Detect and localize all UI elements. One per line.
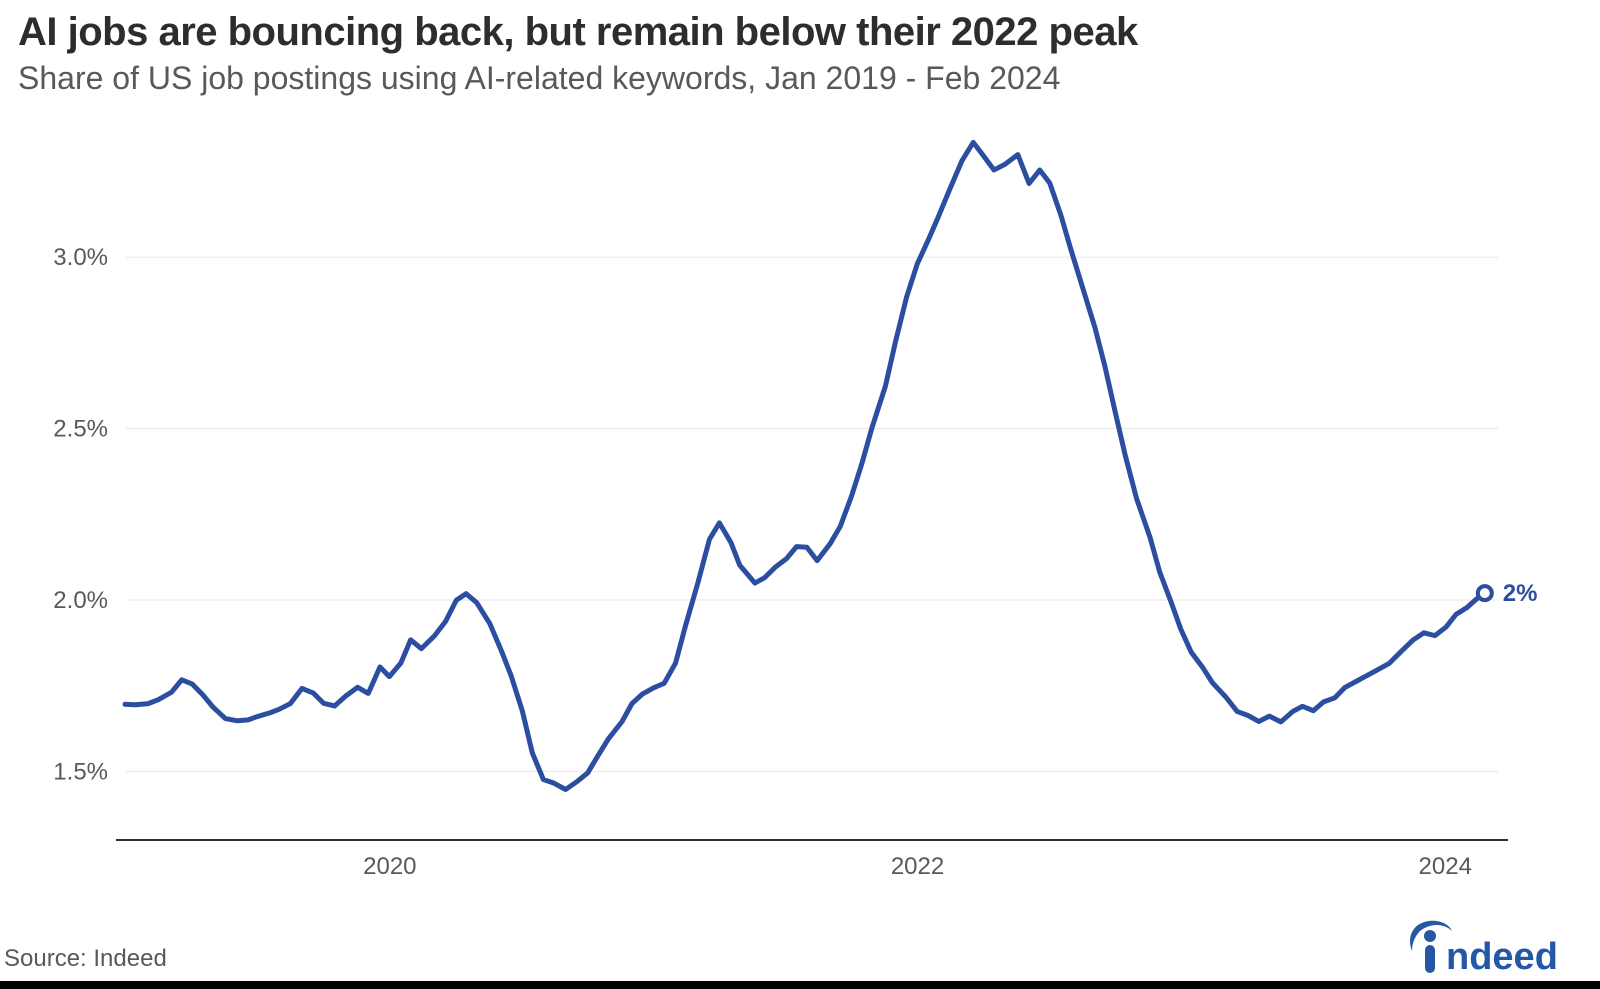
- footer-bar: [0, 981, 1600, 989]
- source-attribution: Source: Indeed: [4, 945, 167, 973]
- x-axis-tick-label: 2024: [1419, 853, 1472, 880]
- x-axis-tick-label: 2020: [363, 853, 416, 880]
- line-chart-svg: 1.5% 2.0% 2.5% 3.0% 2020 2022 2024 2%: [18, 110, 1578, 900]
- chart-subtitle: Share of US job postings using AI-relate…: [18, 60, 1060, 97]
- end-point-marker: [1478, 586, 1492, 600]
- end-point-label: 2%: [1503, 580, 1538, 607]
- indeed-logo: ndeed: [1400, 917, 1570, 977]
- y-axis-tick-label: 2.0%: [53, 587, 108, 614]
- y-axis-tick-label: 1.5%: [53, 758, 108, 785]
- y-axis-tick-label: 3.0%: [53, 244, 108, 271]
- data-line: [125, 142, 1485, 789]
- y-axis-tick-label: 2.5%: [53, 416, 108, 443]
- svg-text:ndeed: ndeed: [1446, 936, 1558, 977]
- chart-area: 1.5% 2.0% 2.5% 3.0% 2020 2022 2024 2%: [18, 110, 1578, 900]
- x-axis-tick-label: 2022: [891, 853, 944, 880]
- chart-title: AI jobs are bouncing back, but remain be…: [18, 10, 1138, 55]
